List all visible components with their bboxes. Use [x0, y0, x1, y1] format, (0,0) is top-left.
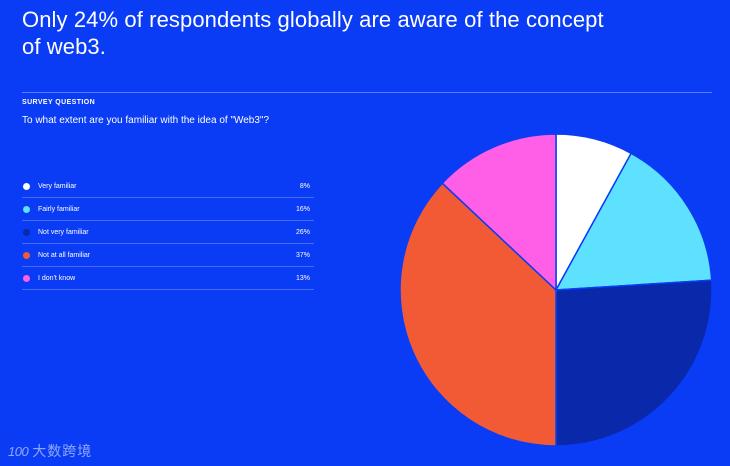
legend: Very familiar 8% Fairly familiar 16% Not… [22, 175, 314, 290]
legend-value: 37% [295, 251, 310, 259]
legend-dot-fairly-familiar [23, 205, 30, 213]
watermark: 100 大数跨境 [8, 441, 92, 461]
legend-label: I don't know [38, 274, 76, 282]
legend-label: Very familiar [38, 182, 77, 190]
legend-dot-not-very-familiar [23, 228, 30, 236]
watermark-logo: 100 [8, 443, 29, 459]
survey-question-label: SURVEY QUESTION [22, 99, 96, 106]
legend-row: I don't know 13% [22, 267, 314, 290]
legend-value: 8% [299, 182, 310, 190]
pie-slice-fairly-familiar [554, 152, 713, 291]
pie-slice-i-don-t-know [441, 133, 557, 292]
headline: Only 24% of respondents globally are awa… [22, 7, 604, 59]
legend-label: Not at all familiar [38, 251, 91, 259]
legend-dot-very-familiar [23, 182, 30, 190]
legend-label: Not very familiar [38, 228, 89, 236]
pie-slice-not-very-familiar [555, 279, 713, 447]
legend-row: Fairly familiar 16% [22, 198, 314, 221]
legend-row: Not very familiar 26% [22, 221, 314, 244]
divider [22, 92, 712, 93]
legend-label: Fairly familiar [38, 205, 80, 213]
legend-value: 16% [295, 205, 310, 213]
legend-dot-not-at-all-familiar [23, 251, 30, 259]
legend-value: 26% [295, 228, 310, 236]
legend-dot-dont-know [23, 274, 30, 282]
legend-value: 13% [295, 274, 310, 282]
legend-row: Not at all familiar 37% [22, 244, 314, 267]
survey-question-text: To what extent are you familiar with the… [22, 115, 270, 126]
pie-slice-not-at-all-familiar [399, 182, 557, 447]
legend-row: Very familiar 8% [22, 175, 314, 198]
watermark-text: 大数跨境 [32, 443, 93, 459]
